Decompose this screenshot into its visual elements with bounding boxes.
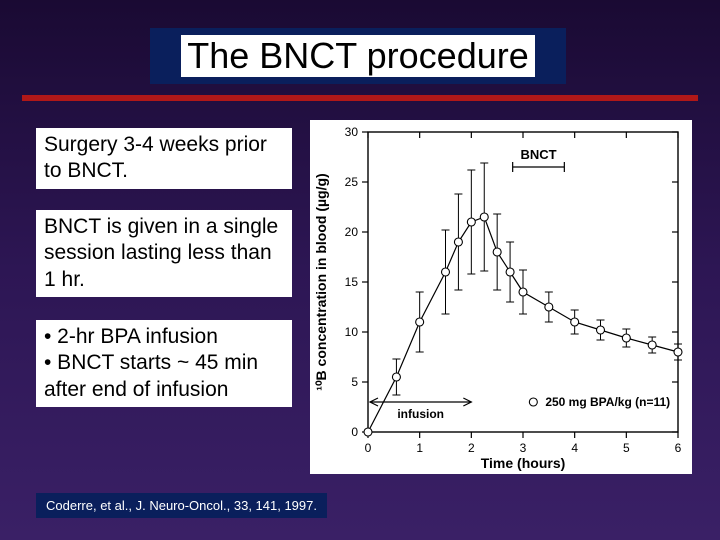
svg-text:BNCT: BNCT bbox=[520, 147, 556, 162]
svg-text:10: 10 bbox=[345, 325, 359, 339]
paragraph-2: BNCT is given in a single session lastin… bbox=[44, 215, 278, 291]
concentration-chart: 0 1 2 3 4 5 6 0 5 10 15 20 25 30 Time (hours) ¹⁰B conce… bbox=[310, 120, 692, 474]
svg-text:6: 6 bbox=[675, 441, 682, 455]
chart-container: 0 1 2 3 4 5 6 0 5 10 15 20 25 30 Time (hours) ¹⁰B conce… bbox=[310, 120, 692, 474]
svg-text:0: 0 bbox=[365, 441, 372, 455]
bullet-2: • BNCT starts ~ 45 min after end of infu… bbox=[44, 350, 284, 403]
svg-text:250 mg BPA/kg (n=11): 250 mg BPA/kg (n=11) bbox=[545, 395, 670, 409]
svg-text:¹⁰B concentration in blood (µg: ¹⁰B concentration in blood (µg/g) bbox=[313, 173, 329, 390]
svg-text:4: 4 bbox=[571, 441, 578, 455]
bullet-1: • 2-hr BPA infusion bbox=[44, 324, 284, 350]
paragraph-1: Surgery 3-4 weeks prior to BNCT. bbox=[44, 133, 267, 182]
text-block-3: • 2-hr BPA infusion • BNCT starts ~ 45 m… bbox=[36, 320, 292, 407]
svg-text:20: 20 bbox=[345, 225, 359, 239]
citation-box: Coderre, et al., J. Neuro-Oncol., 33, 14… bbox=[36, 493, 327, 518]
svg-text:30: 30 bbox=[345, 125, 359, 139]
text-block-2: BNCT is given in a single session lastin… bbox=[36, 210, 292, 297]
svg-text:3: 3 bbox=[520, 441, 527, 455]
svg-text:15: 15 bbox=[345, 275, 359, 289]
svg-text:2: 2 bbox=[468, 441, 475, 455]
slide-title: The BNCT procedure bbox=[181, 35, 535, 77]
svg-text:Time (hours): Time (hours) bbox=[481, 455, 566, 471]
svg-text:1: 1 bbox=[416, 441, 423, 455]
text-block-1: Surgery 3-4 weeks prior to BNCT. bbox=[36, 128, 292, 189]
svg-text:5: 5 bbox=[351, 375, 358, 389]
divider-rule bbox=[22, 95, 698, 101]
svg-text:5: 5 bbox=[623, 441, 630, 455]
citation-text: Coderre, et al., J. Neuro-Oncol., 33, 14… bbox=[46, 498, 317, 513]
svg-text:0: 0 bbox=[351, 425, 358, 439]
svg-text:infusion: infusion bbox=[397, 407, 444, 421]
svg-text:25: 25 bbox=[345, 175, 359, 189]
title-box: The BNCT procedure bbox=[150, 28, 566, 84]
slide-root: The BNCT procedure Surgery 3-4 weeks pri… bbox=[0, 0, 720, 540]
